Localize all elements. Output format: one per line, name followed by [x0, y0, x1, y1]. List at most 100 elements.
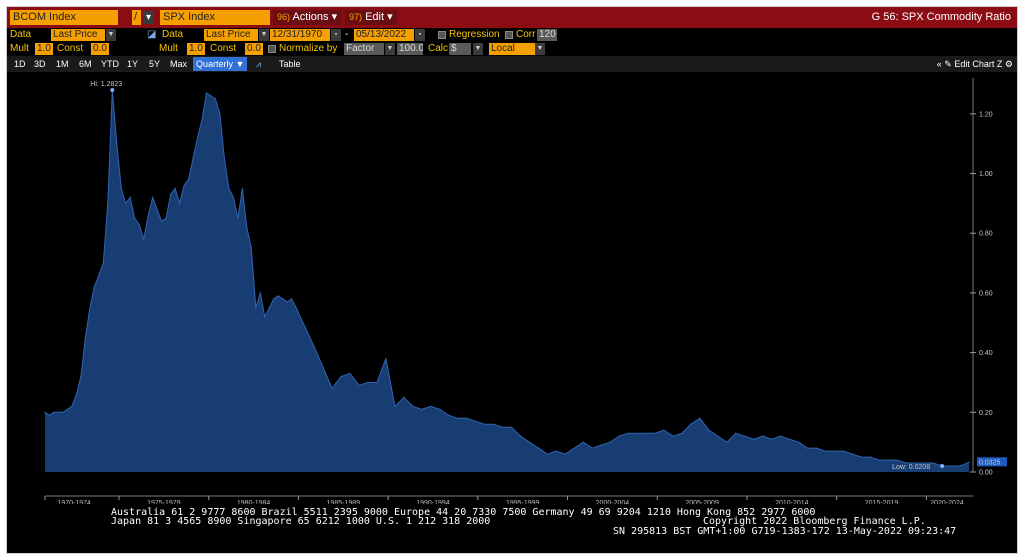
data-point: [824, 450, 827, 452]
area-fill: [45, 90, 969, 472]
calc-field[interactable]: $: [449, 43, 471, 55]
data-point: [98, 274, 100, 276]
line-chart-icon[interactable]: ⩘: [256, 59, 262, 69]
corr-checkbox[interactable]: [505, 31, 513, 39]
period-1d[interactable]: 1D: [14, 59, 26, 69]
frequency-label: Quarterly: [196, 59, 234, 69]
data-point: [466, 417, 468, 419]
data-point: [860, 456, 862, 458]
y-tick-label: 0.60: [979, 290, 993, 297]
calc-dropdown-icon[interactable]: ▼: [473, 43, 483, 55]
x-tick-label: 2000-2004: [596, 500, 630, 504]
data-a-dropdown-icon[interactable]: ▼: [106, 29, 116, 41]
data-point: [93, 286, 95, 288]
data-point: [210, 95, 212, 97]
ratio-divider-field[interactable]: /: [132, 10, 141, 25]
data-point: [600, 444, 602, 446]
actions-label: Actions: [292, 11, 329, 23]
data-point: [291, 298, 293, 300]
period-6m[interactable]: 6M: [79, 59, 92, 69]
data-point: [147, 214, 149, 216]
data-b-dropdown-icon[interactable]: ▼: [259, 29, 269, 41]
start-date-field[interactable]: 12/31/1970: [270, 29, 330, 41]
data-point: [80, 375, 82, 378]
x-tick-label: 2010-2014: [775, 500, 809, 504]
frequency-selector[interactable]: Quarterly ▼: [193, 57, 248, 71]
actions-menu[interactable]: 96) Actions ▾: [273, 10, 342, 25]
data-point: [102, 262, 104, 264]
footer-copyright: Copyright 2022 Bloomberg Finance L.P.: [703, 516, 926, 527]
data-point: [627, 432, 629, 434]
period-5y[interactable]: 5Y: [149, 59, 161, 69]
mult-field-b[interactable]: 1.0: [187, 43, 205, 55]
normalize-field[interactable]: Factor: [344, 43, 384, 55]
data-point: [789, 438, 791, 440]
mult-label-b: Mult: [159, 43, 178, 54]
period-ytd[interactable]: YTD: [101, 59, 119, 69]
data-point: [237, 217, 239, 219]
normalize-dropdown-icon[interactable]: ▼: [385, 43, 395, 55]
data-point: [282, 298, 284, 300]
data-point: [726, 441, 728, 443]
currency-field[interactable]: Local: [489, 43, 535, 55]
period-max[interactable]: Max: [170, 59, 188, 69]
gear-icon[interactable]: ⚙: [1004, 59, 1013, 69]
data-point: [528, 441, 531, 443]
table-button[interactable]: Table: [279, 59, 301, 69]
data-point: [914, 462, 916, 464]
data-field-b[interactable]: Last Price: [204, 29, 258, 41]
data-point: [708, 429, 710, 431]
footer-contacts-line2: Japan 81 3 4565 8900 Singapore 65 6212 1…: [111, 516, 491, 527]
period-toolbar: 1D 3D 1M 6M YTD 1Y 5Y Max Quarterly ▼ ⩘ …: [7, 56, 1017, 72]
data-point: [591, 447, 593, 449]
corr-label: Corr: [516, 29, 536, 40]
data-point: [448, 414, 450, 416]
data-point: [322, 366, 324, 369]
edit-menu[interactable]: 97) Edit ▾: [345, 10, 397, 25]
normalize-checkbox[interactable]: [268, 45, 276, 53]
zoom-icon[interactable]: Z: [996, 59, 1003, 69]
data-field-a[interactable]: Last Price: [51, 29, 105, 41]
y-tick-label: 0.00: [979, 470, 993, 477]
data-point: [264, 316, 266, 318]
data-point: [950, 465, 952, 467]
data-point: [44, 411, 46, 413]
chart-markers: Hi: 1.2823 Low: 0.0208 0.0325: [90, 81, 1007, 471]
corr-window-field[interactable]: 120: [537, 29, 557, 41]
data-point: [403, 396, 405, 398]
regression-checkbox[interactable]: [438, 31, 446, 39]
period-1m[interactable]: 1M: [56, 59, 69, 69]
data-point: [475, 420, 477, 422]
const-field-a[interactable]: 0.0: [91, 43, 109, 55]
edit-chart-button[interactable]: Edit Chart: [954, 59, 995, 69]
data-point: [833, 450, 836, 452]
x-tick-label: 1970-1974: [57, 500, 91, 504]
security-b-field[interactable]: SPX Index: [160, 10, 270, 25]
pencil-icon[interactable]: ✎: [944, 59, 952, 69]
hi-label: Hi: 1.2823: [90, 81, 122, 88]
data-point: [358, 384, 360, 386]
data-point: [71, 405, 73, 407]
data-point: [609, 441, 611, 443]
calendar-icon[interactable]: ▪: [415, 29, 425, 41]
currency-dropdown-icon[interactable]: ▼: [535, 43, 545, 55]
divider-dropdown-icon[interactable]: ▾: [143, 11, 155, 24]
const-field-b[interactable]: 0.0: [245, 43, 263, 55]
data-point: [636, 432, 638, 434]
mult-field-a[interactable]: 1.0: [35, 43, 53, 55]
data-point: [555, 450, 557, 452]
calendar-icon[interactable]: ▪: [331, 29, 341, 41]
security-a-field[interactable]: BCOM Index: [10, 10, 118, 25]
data-point: [170, 193, 172, 195]
data-point: [143, 238, 145, 240]
data-point: [905, 462, 907, 464]
data-point: [331, 387, 333, 389]
data-point: [277, 295, 279, 297]
period-1y[interactable]: 1Y: [127, 59, 139, 69]
period-3d[interactable]: 3D: [34, 59, 46, 69]
data-point: [439, 408, 441, 410]
collapse-icon[interactable]: «: [936, 59, 942, 69]
data-point: [815, 447, 818, 449]
end-date-field[interactable]: 05/13/2022: [354, 29, 414, 41]
factor-field[interactable]: 100.0: [397, 43, 423, 55]
